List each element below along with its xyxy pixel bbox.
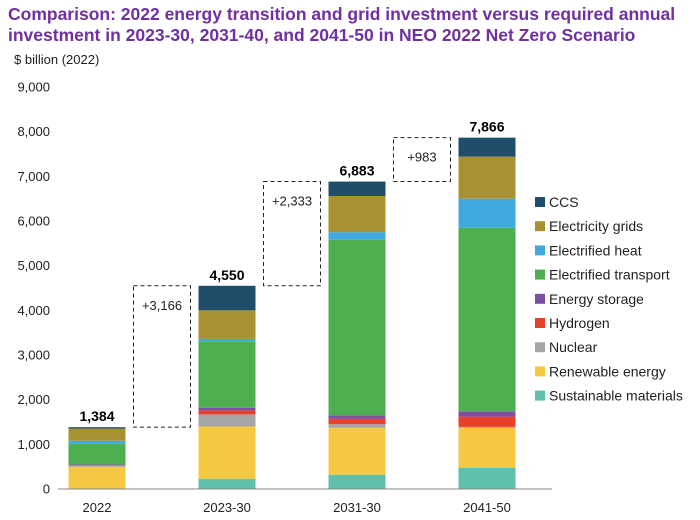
bar-segment-renewable-energy [458, 427, 516, 469]
legend-swatch-electrified-heat [535, 245, 545, 256]
bar-segment-ccs [458, 137, 516, 157]
legend-swatch-nuclear [535, 342, 545, 353]
increment-box [133, 285, 191, 428]
bar-segment-hydrogen [458, 416, 516, 427]
y-axis-unit-label: $ billion (2022) [14, 52, 100, 67]
bar-segment-ccs [68, 427, 126, 429]
bar-segment-electricity-grids [68, 428, 126, 441]
legend-swatch-ccs [535, 197, 545, 207]
bar-segment-nuclear [198, 414, 256, 427]
y-tick-label: 2,000 [17, 392, 50, 407]
legend-label-sustainable-materials: Sustainable materials [549, 388, 683, 404]
legend-swatch-electricity-grids [535, 221, 545, 232]
bar-segment-electrified-transport [198, 341, 256, 408]
y-tick-label: 1,000 [17, 437, 50, 452]
y-tick-label: 3,000 [17, 348, 50, 363]
bar-total-label: 1,384 [79, 408, 114, 424]
chart-title: Comparison: 2022 energy transition and g… [8, 4, 676, 45]
legend-label-energy-storage: Energy storage [549, 291, 644, 307]
legend-label-ccs: CCS [549, 194, 579, 210]
y-tick-label: 7,000 [17, 169, 50, 184]
bar-total-label: 6,883 [339, 163, 374, 179]
increment-label: +2,333 [272, 194, 312, 209]
bar-segment-ccs [328, 181, 386, 196]
x-tick-label: 2041-50 [463, 500, 511, 515]
bar-segment-electrified-transport [458, 227, 516, 412]
x-tick-label: 2023-30 [203, 500, 251, 515]
bar-segment-ccs [198, 285, 256, 311]
bar-segment-electrified-heat [328, 232, 386, 240]
y-tick-label: 8,000 [17, 124, 50, 139]
bar-segment-energy-storage [68, 464, 126, 466]
bar-segment-renewable-energy [68, 466, 126, 489]
legend-swatch-energy-storage [535, 293, 545, 304]
bar-segment-hydrogen [198, 410, 256, 415]
y-tick-label: 5,000 [17, 258, 50, 273]
legend-label-nuclear: Nuclear [549, 339, 598, 355]
bar-segment-electrified-heat [68, 440, 126, 444]
y-tick-label: 0 [43, 482, 50, 497]
bar-segment-electrified-transport [328, 239, 386, 416]
bar-total-label: 4,550 [209, 267, 244, 283]
legend-label-hydrogen: Hydrogen [549, 315, 610, 331]
bar-segment-nuclear [68, 465, 126, 467]
bar-segment-electrified-transport [68, 443, 126, 465]
bar-segment-energy-storage [328, 415, 386, 419]
bar-segment-sustainable-materials [328, 474, 386, 489]
bar-segment-energy-storage [198, 407, 256, 411]
bar-segment-nuclear [328, 424, 386, 428]
bar-segment-sustainable-materials [198, 478, 256, 489]
bar-total-label: 7,866 [469, 119, 504, 135]
x-tick-label: 2031-30 [333, 500, 381, 515]
increment-label: +983 [407, 150, 436, 165]
bar-segment-energy-storage [458, 411, 516, 417]
legend-swatch-sustainable-materials [535, 390, 545, 401]
bar-segment-renewable-energy [328, 427, 386, 475]
increment-box [393, 137, 451, 183]
bar-segment-electrified-heat [198, 338, 256, 342]
y-tick-label: 6,000 [17, 214, 50, 229]
legend-label-electrified-transport: Electrified transport [549, 267, 670, 283]
bar-segment-electricity-grids [458, 156, 516, 199]
bar-segment-renewable-energy [198, 426, 256, 479]
bar-segment-electricity-grids [328, 195, 386, 233]
bar-segment-electrified-heat [458, 198, 516, 228]
increment-box [263, 181, 321, 287]
legend-label-renewable-energy: Renewable energy [549, 363, 666, 379]
legend-swatch-electrified-transport [535, 269, 545, 280]
bar-segment-hydrogen [328, 418, 386, 425]
increment-label: +3,166 [142, 298, 182, 313]
x-tick-label: 2022 [83, 500, 112, 515]
y-tick-label: 4,000 [17, 303, 50, 318]
bar-segment-nuclear [458, 426, 516, 428]
legend-swatch-renewable-energy [535, 366, 545, 377]
legend-label-electrified-heat: Electrified heat [549, 242, 642, 258]
bar-segment-electricity-grids [198, 310, 256, 339]
legend-label-electricity-grids: Electricity grids [549, 218, 643, 234]
y-tick-label: 9,000 [17, 80, 50, 95]
bar-segment-sustainable-materials [458, 468, 516, 489]
legend-swatch-hydrogen [535, 318, 545, 328]
